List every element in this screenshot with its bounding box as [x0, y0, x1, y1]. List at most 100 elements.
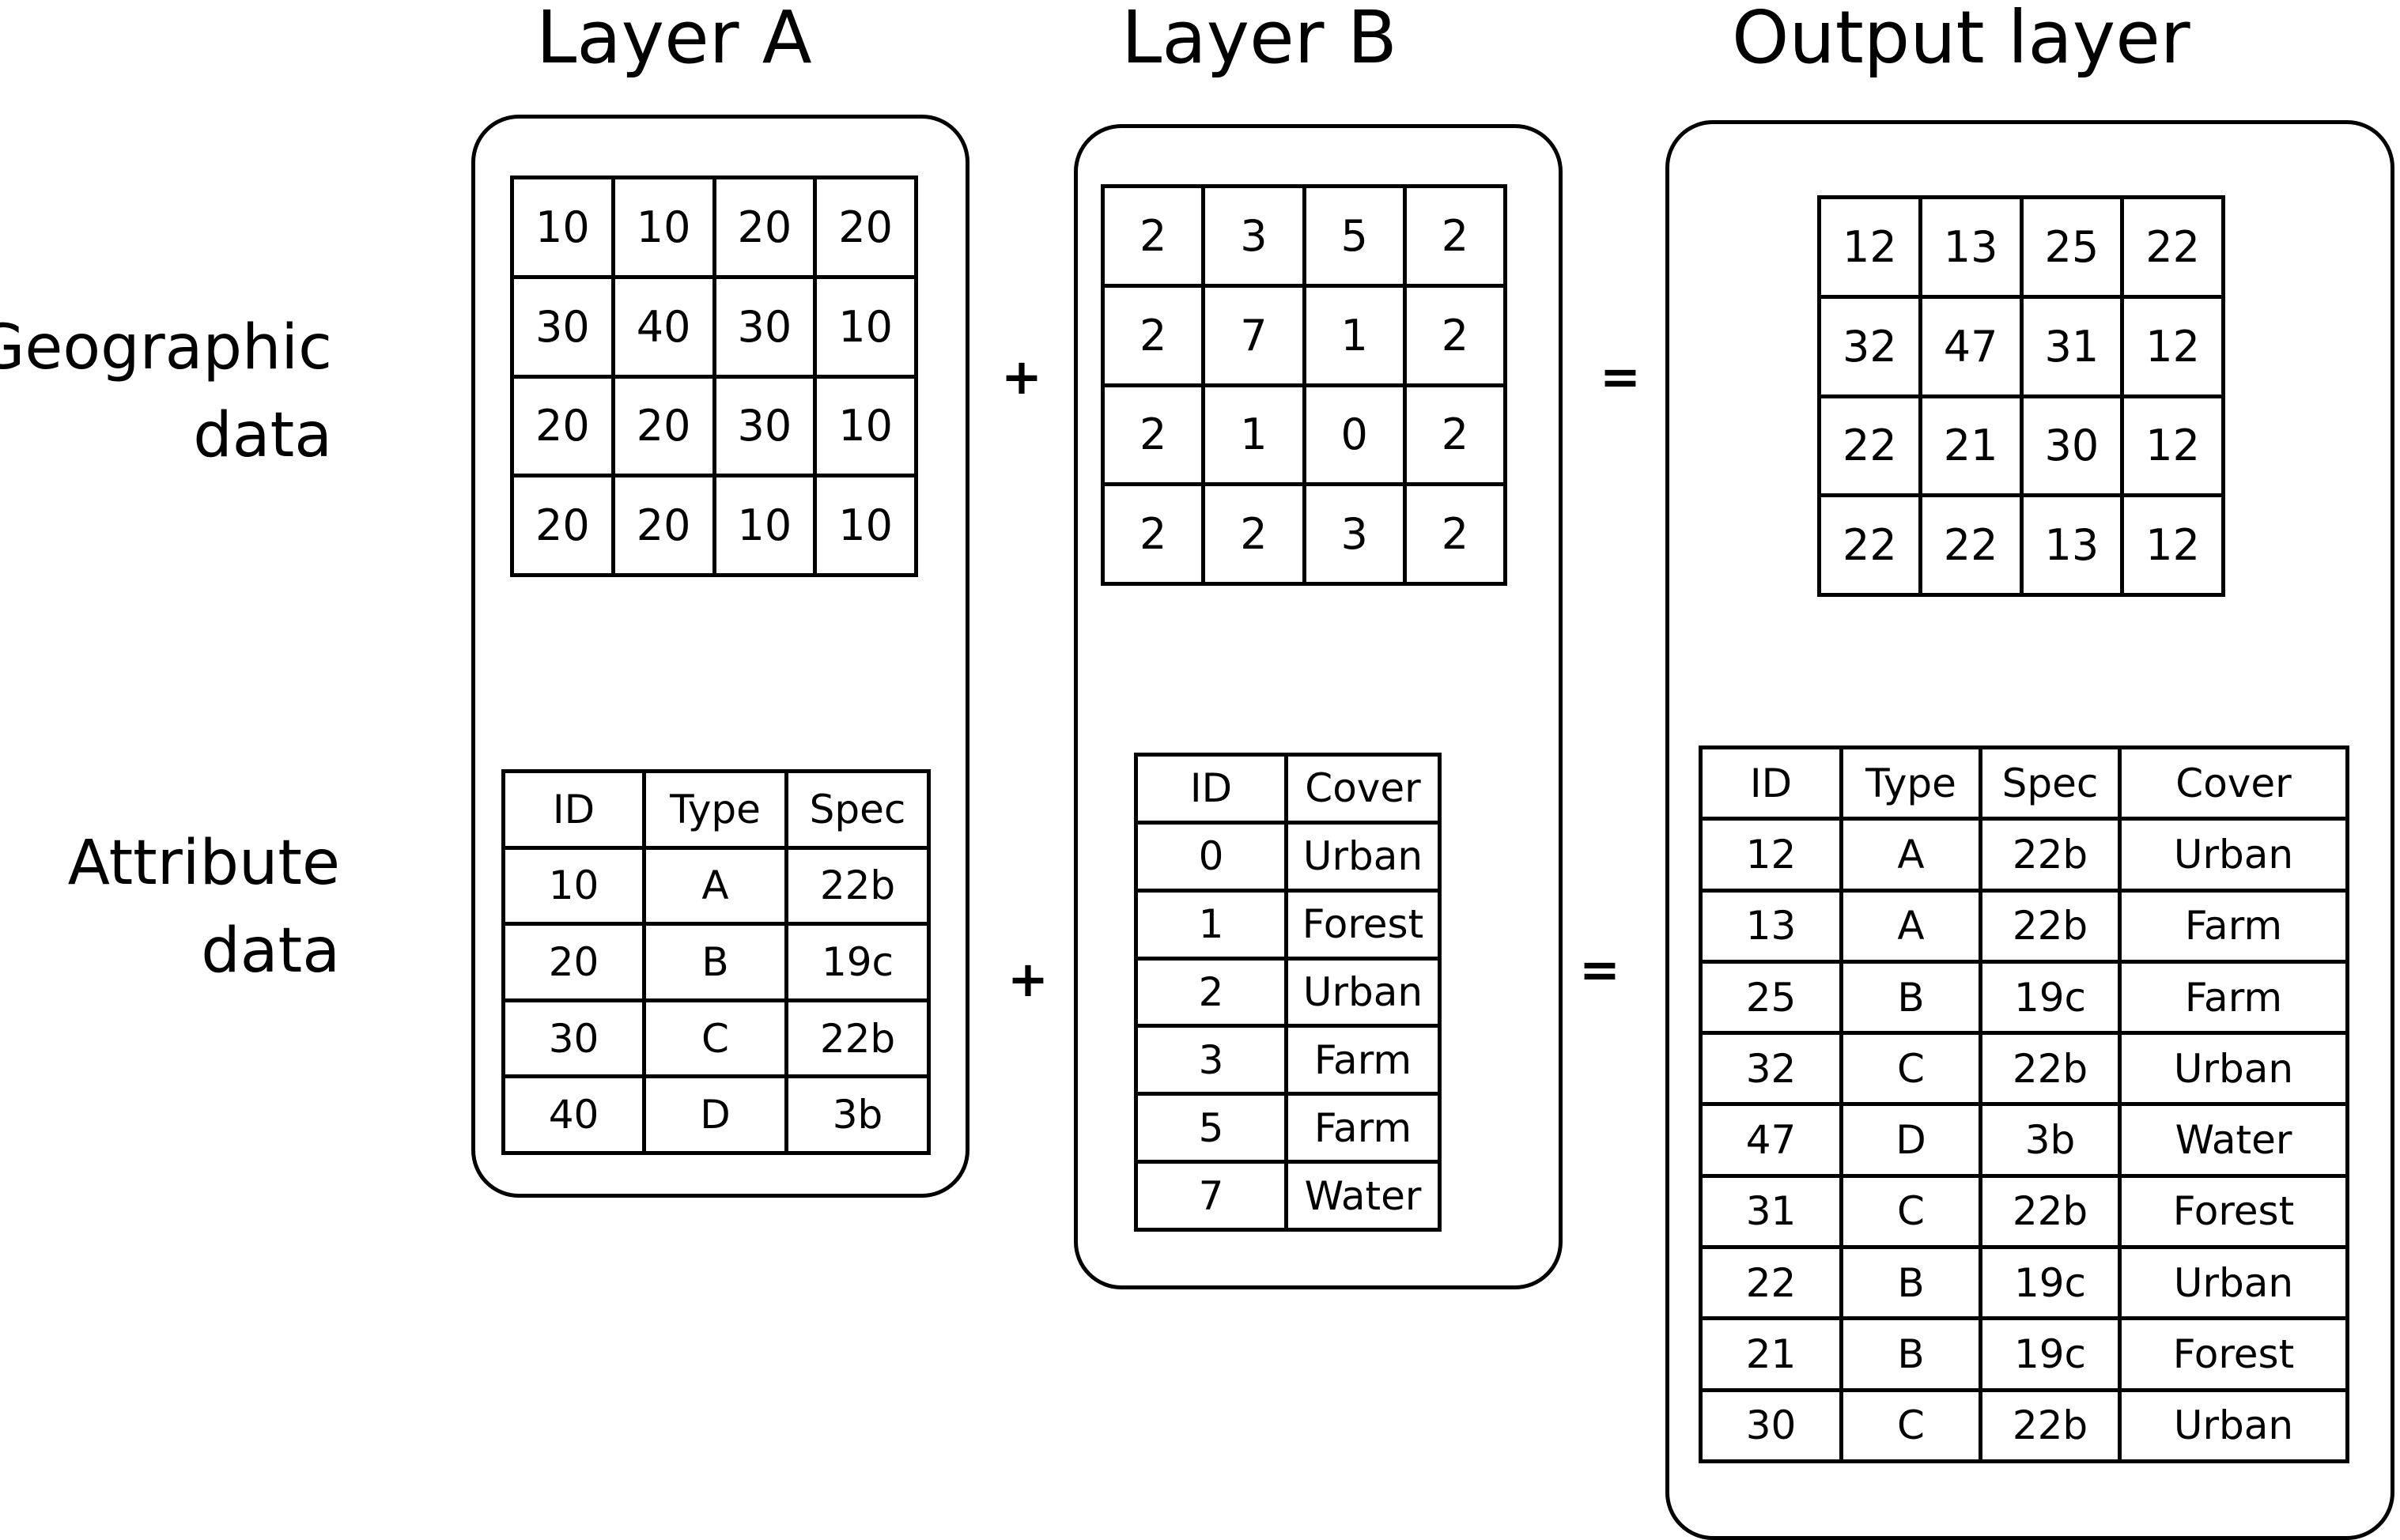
layer-b-grid-cell: 2	[1100, 184, 1206, 288]
output-attribute-header: Type	[1839, 745, 1982, 821]
output-attribute-cell: 47	[1699, 1102, 1843, 1178]
plus-operator-geographic: +	[1001, 348, 1042, 406]
layer-a-grid-row: 30 40 30 10	[510, 274, 918, 379]
output-grid-cell: 13	[2019, 493, 2125, 597]
layer-a-grid-cell: 20	[813, 176, 918, 279]
output-attribute-row: 32 C 22b Urban	[1699, 1031, 2349, 1107]
layer-b-grid-cell: 2	[1100, 482, 1206, 586]
layer-b-attribute-cell: 0	[1134, 820, 1288, 893]
layer-a-attribute-cell: C	[642, 998, 788, 1079]
layer-b-grid-cell: 2	[1402, 283, 1508, 387]
geographic-data-label: Geographic data	[0, 304, 332, 480]
equals-operator-geographic: =	[1600, 348, 1641, 406]
output-grid-cell: 12	[1817, 195, 1922, 299]
output-grid-row: 12 13 25 22	[1817, 195, 2225, 299]
output-attribute-cell: Water	[2118, 1102, 2349, 1178]
output-grid-cell: 47	[1918, 294, 2024, 398]
output-attribute-cell: 22b	[1979, 1031, 2122, 1107]
layer-a-attribute-header-row: ID Type Spec	[501, 769, 931, 850]
output-attribute-row: 31 C 22b Forest	[1699, 1173, 2349, 1250]
output-layer-panel	[1665, 120, 2394, 1540]
layer-b-attribute-header: Cover	[1284, 753, 1442, 825]
output-attribute-cell: 22b	[1979, 1387, 2122, 1464]
output-attribute-row: 13 A 22b Farm	[1699, 888, 2349, 964]
layer-b-attribute-cell: 1	[1134, 888, 1288, 961]
layer-a-attribute-header: ID	[501, 769, 646, 850]
output-attribute-cell: 19c	[1979, 1316, 2122, 1392]
layer-a-title: Layer A	[536, 0, 812, 80]
layer-b-attribute-cell: 7	[1134, 1160, 1288, 1232]
output-grid-cell: 22	[1817, 493, 1922, 597]
output-attribute-row: 25 B 19c Farm	[1699, 959, 2349, 1036]
layer-b-grid-cell: 1	[1302, 283, 1407, 387]
layer-a-attribute-row: 20 B 19c	[501, 922, 931, 1002]
output-attribute-cell: 12	[1699, 817, 1843, 893]
output-attribute-cell: Farm	[2118, 888, 2349, 964]
layer-a-grid-cell: 10	[610, 176, 716, 279]
output-attribute-cell: D	[1839, 1102, 1982, 1178]
layer-a-attribute-row: 10 A 22b	[501, 845, 931, 927]
layer-a-grid-cell: 10	[813, 274, 918, 379]
layer-b-attribute-row: 7 Water	[1134, 1160, 1442, 1232]
output-attribute-cell: A	[1839, 888, 1982, 964]
geographic-label-line2: data	[193, 399, 332, 471]
layer-a-grid-cell: 20	[510, 374, 615, 478]
output-grid-cell: 12	[2120, 493, 2225, 597]
output-attribute-cell: B	[1839, 959, 1982, 1036]
output-grid-cell: 21	[1918, 394, 2024, 498]
layer-a-grid-cell: 10	[813, 474, 918, 577]
output-grid-cell: 12	[2120, 394, 2225, 498]
output-layer-title: Output layer	[1732, 0, 2190, 80]
layer-a-attribute-cell: A	[642, 845, 788, 927]
output-grid-row: 22 21 30 12	[1817, 394, 2225, 498]
output-attribute-cell: C	[1839, 1173, 1982, 1250]
layer-a-grid-cell: 20	[712, 176, 818, 279]
layer-b-attribute-row: 5 Farm	[1134, 1092, 1442, 1164]
output-attribute-cell: 32	[1699, 1031, 1843, 1107]
layer-b-grid-cell: 2	[1402, 482, 1508, 586]
layer-a-attribute-cell: 22b	[784, 998, 931, 1079]
layer-b-attribute-cell: Forest	[1284, 888, 1442, 961]
layer-b-panel	[1074, 124, 1563, 1289]
layer-a-grid-cell: 30	[712, 274, 818, 379]
output-attribute-row: 30 C 22b Urban	[1699, 1387, 2349, 1464]
layer-b-attribute-row: 0 Urban	[1134, 820, 1442, 893]
layer-b-attribute-cell: 3	[1134, 1024, 1288, 1096]
output-grid-cell: 13	[1918, 195, 2024, 299]
output-attribute-header-row: ID Type Spec Cover	[1699, 745, 2349, 821]
layer-a-grid-cell: 10	[712, 474, 818, 577]
layer-b-grid-cell: 2	[1402, 383, 1508, 487]
layer-b-grid-cell: 2	[1100, 383, 1206, 487]
layer-a-attribute-cell: 30	[501, 998, 646, 1079]
layer-a-grid-cell: 30	[510, 274, 615, 379]
output-grid-cell: 30	[2019, 394, 2125, 498]
layer-a-attribute-cell: 22b	[784, 845, 931, 927]
output-attribute-row: 21 B 19c Forest	[1699, 1316, 2349, 1392]
layer-a-grid-cell: 10	[813, 374, 918, 478]
layer-a-grid-cell: 20	[610, 374, 716, 478]
layer-a-attribute-cell: 20	[501, 922, 646, 1002]
output-attribute-row: 47 D 3b Water	[1699, 1102, 2349, 1178]
output-attribute-cell: 19c	[1979, 1245, 2122, 1321]
layer-b-grid-cell: 1	[1201, 383, 1306, 487]
output-attribute-cell: B	[1839, 1245, 1982, 1321]
output-attribute-cell: Urban	[2118, 1387, 2349, 1464]
layer-b-grid-cell: 2	[1402, 184, 1508, 288]
layer-a-grid-cell: 20	[610, 474, 716, 577]
output-attribute-table: ID Type Spec Cover 12 A 22b Urban 13 A 22b Farm 25 B 1…	[1699, 745, 2349, 1464]
output-attribute-header: Cover	[2118, 745, 2349, 821]
output-attribute-cell: 21	[1699, 1316, 1843, 1392]
layer-a-attribute-cell: 19c	[784, 922, 931, 1002]
output-attribute-cell: B	[1839, 1316, 1982, 1392]
layer-b-grid-cell: 7	[1201, 283, 1306, 387]
output-grid-cell: 12	[2120, 294, 2225, 398]
attribute-label-line2: data	[201, 915, 340, 987]
output-grid-cell: 22	[2120, 195, 2225, 299]
layer-a-grid-cell: 20	[510, 474, 615, 577]
layer-b-attribute-cell: Farm	[1284, 1024, 1442, 1096]
layer-a-grid-row: 10 10 20 20	[510, 176, 918, 279]
layer-a-attribute-row: 30 C 22b	[501, 998, 931, 1079]
layer-a-attribute-cell: B	[642, 922, 788, 1002]
output-attribute-cell: 31	[1699, 1173, 1843, 1250]
